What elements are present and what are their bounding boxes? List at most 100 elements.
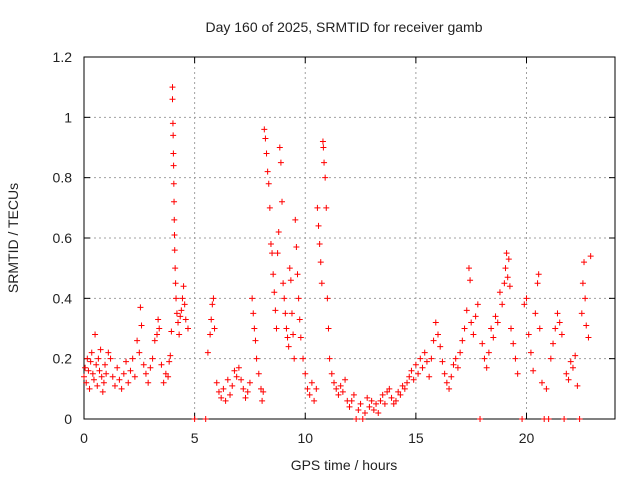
data-points (81, 84, 594, 422)
data-point (291, 355, 298, 362)
data-point (273, 325, 280, 332)
data-point (116, 376, 123, 383)
data-point (171, 198, 178, 205)
data-point (165, 373, 172, 380)
data-point (280, 280, 287, 287)
data-point (129, 355, 136, 362)
data-point (287, 277, 294, 284)
data-point (325, 325, 332, 332)
x-tick-label: 0 (80, 430, 88, 446)
data-point (137, 304, 144, 311)
data-point (95, 355, 102, 362)
y-tick-label: 0.8 (53, 170, 73, 186)
data-point (82, 364, 89, 371)
data-point (479, 340, 486, 347)
data-point (297, 334, 304, 341)
data-point (417, 355, 424, 362)
data-point (107, 355, 114, 362)
data-point (140, 361, 147, 368)
data-point (169, 96, 176, 103)
data-point (92, 331, 99, 338)
data-point (274, 250, 281, 257)
data-point (547, 355, 554, 362)
data-point (171, 216, 178, 223)
data-point (105, 349, 112, 356)
data-point (452, 355, 459, 362)
data-point (331, 379, 338, 386)
data-point (359, 416, 366, 422)
y-tick-label: 0 (64, 411, 72, 427)
data-point (314, 204, 321, 211)
data-point (149, 355, 156, 362)
data-point (353, 416, 360, 422)
data-point (519, 416, 526, 422)
data-point (499, 301, 506, 308)
data-point (166, 358, 173, 365)
data-point (582, 295, 589, 302)
y-tick-label: 0.4 (53, 290, 73, 306)
data-point (279, 198, 286, 205)
data-point (339, 388, 346, 395)
data-point (282, 310, 289, 317)
data-point (472, 313, 479, 320)
data-point (102, 361, 109, 368)
data-point (313, 385, 320, 392)
data-point (238, 376, 245, 383)
data-point (275, 228, 282, 235)
data-point (488, 325, 495, 332)
data-point (565, 376, 572, 383)
data-point (285, 343, 292, 350)
data-point (227, 391, 234, 398)
data-point (467, 277, 474, 284)
data-point (494, 319, 501, 326)
data-point (404, 379, 411, 386)
data-point (483, 364, 490, 371)
data-point (142, 370, 149, 377)
data-point (134, 337, 141, 344)
data-point (173, 295, 180, 302)
data-point (552, 325, 559, 332)
data-point (181, 301, 188, 308)
data-point (561, 416, 568, 422)
data-point (585, 334, 592, 341)
y-axis-ticks: 0 0.2 0.4 0.6 0.8 1 1.2 (53, 49, 615, 427)
data-point (534, 280, 541, 287)
data-point (171, 247, 178, 254)
data-point (202, 416, 209, 422)
data-point (296, 316, 303, 323)
data-point (361, 409, 368, 416)
x-tick-label: 10 (297, 430, 313, 446)
data-point (178, 307, 185, 314)
data-point (512, 355, 519, 362)
data-point (419, 364, 426, 371)
data-point (295, 295, 302, 302)
data-point (155, 316, 162, 323)
data-point (276, 144, 283, 151)
data-point (535, 271, 542, 278)
data-point (342, 376, 349, 383)
data-point (271, 289, 278, 296)
data-point (94, 382, 101, 389)
y-tick-label: 0.2 (53, 351, 73, 367)
data-point (430, 337, 437, 344)
data-point (532, 310, 539, 317)
x-tick-label: 5 (191, 430, 199, 446)
data-point (210, 295, 217, 302)
data-point (501, 280, 508, 287)
data-point (441, 370, 448, 377)
data-point (170, 180, 177, 187)
data-point (450, 361, 457, 368)
data-point (109, 373, 116, 380)
data-point (169, 120, 176, 127)
data-point (252, 337, 259, 344)
data-point (258, 385, 264, 392)
data-point (265, 180, 272, 187)
data-point (156, 325, 163, 332)
data-point (81, 373, 87, 380)
data-point (145, 379, 152, 386)
data-point (435, 331, 441, 338)
data-point (446, 385, 453, 392)
data-point (136, 349, 143, 356)
data-point (171, 231, 178, 238)
